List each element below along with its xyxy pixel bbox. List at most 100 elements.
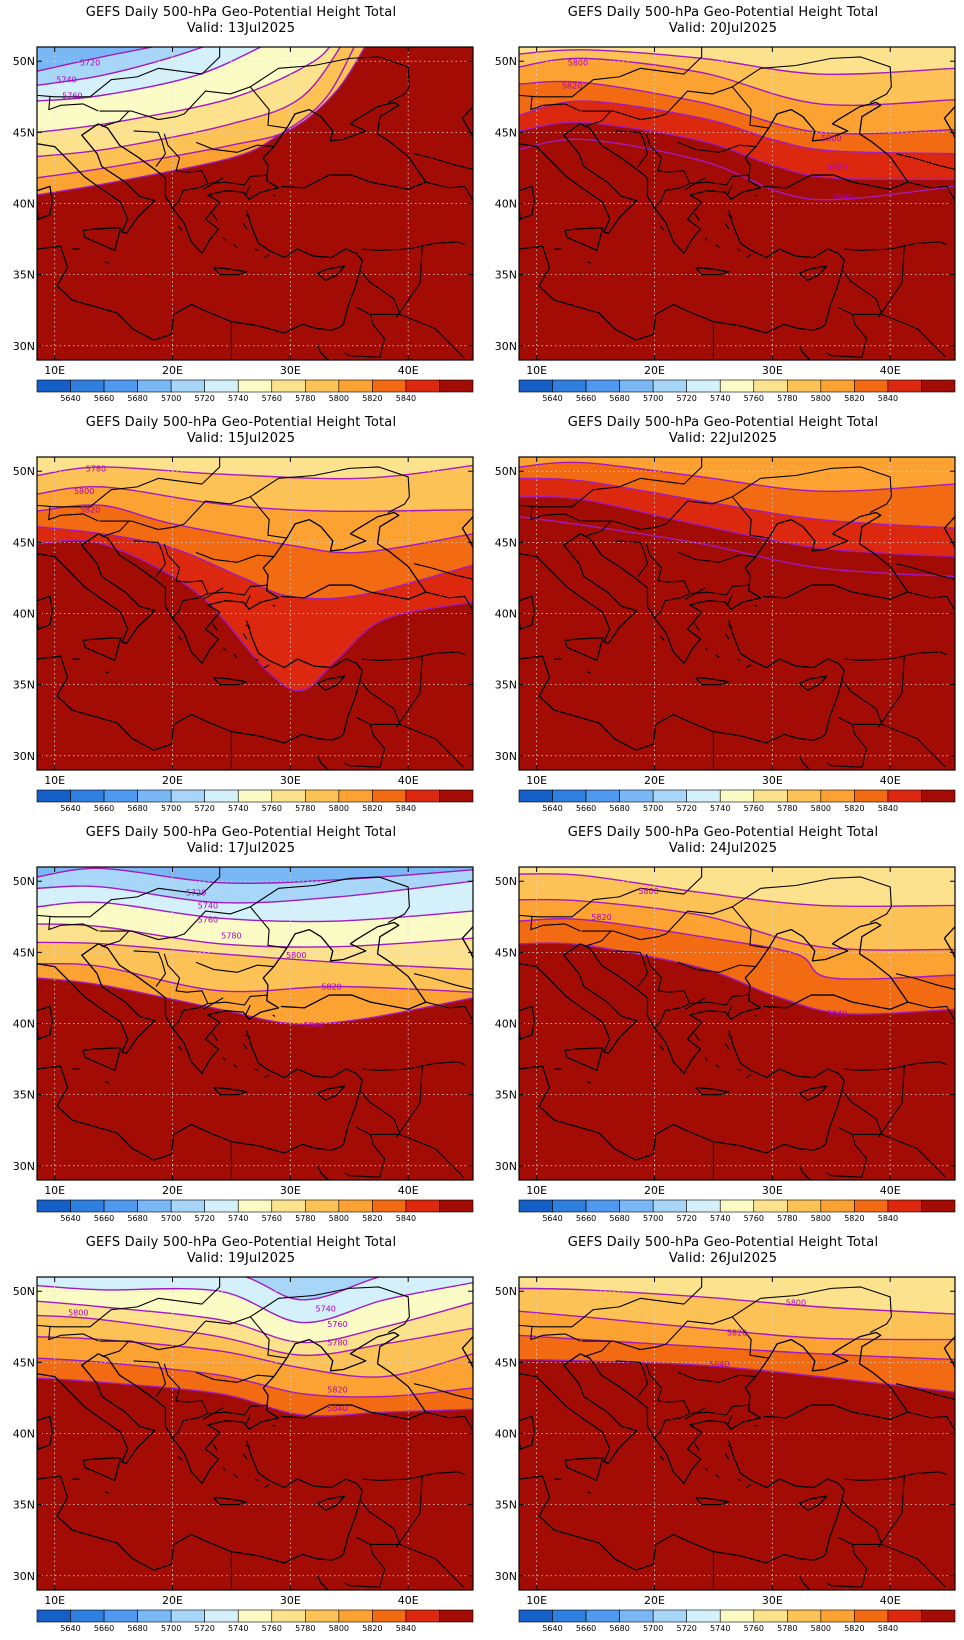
- colorbar-label: 5740: [228, 804, 248, 813]
- island-outline: [222, 647, 227, 651]
- geopotential-height-map: 5720 5740 5760 50N 45N 40N 35N 30N 10E 20E 30E 40E 5…: [13, 46, 474, 403]
- country-border: [395, 244, 423, 318]
- contour-line: [519, 80, 955, 135]
- colorbar-swatch: [204, 789, 239, 803]
- country-border: [413, 1383, 473, 1400]
- colorbar-label: 5740: [710, 804, 730, 813]
- island-outline: [652, 206, 657, 211]
- coastline: [695, 1496, 730, 1506]
- map-panel-2: GEFS Daily 500-hPa Geo-Potential Height …: [482, 0, 964, 410]
- coastline: [37, 245, 341, 341]
- coastline: [519, 123, 638, 235]
- colorbar-swatch: [686, 1609, 721, 1623]
- colorbar-label: 5820: [362, 394, 382, 403]
- lon-label: 10E: [44, 774, 65, 787]
- colorbar-label: 5840: [878, 1214, 898, 1223]
- colorbar-swatch: [338, 1609, 373, 1623]
- color-fill-band: [37, 47, 153, 72]
- country-border: [530, 506, 581, 522]
- color-fill-band: [519, 1277, 955, 1314]
- country-border: [425, 181, 473, 201]
- colorbar-swatch: [103, 789, 138, 803]
- island-outline: [715, 1474, 720, 1479]
- contour-line: [519, 138, 955, 201]
- island-outline: [659, 225, 665, 231]
- country-border: [727, 1004, 733, 1016]
- country-border: [395, 1474, 423, 1548]
- lat-label: 50N: [13, 1285, 35, 1298]
- country-border: [731, 466, 892, 513]
- colorbar-label: 5740: [228, 1624, 248, 1633]
- contour-label: 5820: [727, 1328, 747, 1337]
- contour-line: [37, 962, 473, 993]
- country-border: [349, 1134, 386, 1178]
- lon-label: 40E: [398, 1594, 419, 1607]
- colorbar-swatch: [887, 789, 922, 803]
- lat-label: 45N: [13, 946, 35, 959]
- contour-line: [37, 47, 331, 134]
- colorbar-label: 5760: [262, 1624, 282, 1633]
- island-outline: [587, 261, 592, 264]
- island-outline: [652, 1026, 657, 1031]
- country-border: [99, 1316, 287, 1359]
- lon-label: 10E: [44, 1184, 65, 1197]
- colorbar-swatch: [787, 789, 822, 803]
- geopotential-height-map: 5800 5820 5840 50N 45N 40N 35N 30N 10E 20E 30E 40E 5…: [495, 866, 956, 1223]
- island-outline: [245, 214, 251, 219]
- colorbar-label: 5800: [329, 804, 349, 813]
- lat-label: 40N: [13, 608, 35, 621]
- colorbar-label: 5800: [811, 1214, 831, 1223]
- colorbar-swatch: [820, 379, 855, 393]
- colorbar-swatch: [439, 1199, 474, 1213]
- coastline: [564, 637, 604, 662]
- island-outline: [212, 1443, 218, 1451]
- island-outline: [694, 1443, 700, 1451]
- coastline: [519, 1005, 535, 1040]
- colorbar-swatch: [405, 1609, 440, 1623]
- country-border: [519, 1277, 703, 1328]
- colorbar-label: 5820: [844, 1624, 864, 1633]
- colorbar-label: 5760: [262, 804, 282, 813]
- colorbar-swatch: [619, 379, 654, 393]
- colorbar-swatch: [70, 379, 105, 393]
- island-outline: [170, 616, 175, 621]
- country-border: [881, 1133, 946, 1178]
- country-border: [207, 174, 269, 186]
- colorbar-label: 5740: [710, 1624, 730, 1633]
- colorbar: 5640 5660 5680 5700 5720 5740 5760 5780 5800 5820…: [518, 1199, 956, 1223]
- colorbar-swatch: [204, 379, 239, 393]
- island-outline: [105, 1491, 110, 1494]
- country-border: [202, 587, 224, 600]
- country-border: [133, 130, 166, 167]
- contour-label: 5720: [80, 59, 100, 68]
- country-border: [895, 563, 955, 580]
- country-border: [48, 506, 99, 522]
- coastline: [798, 1165, 811, 1180]
- coastline: [213, 266, 248, 276]
- contour-label: 5840: [827, 1010, 847, 1019]
- colorbar-swatch: [271, 1609, 306, 1623]
- colorbar-label: 5840: [878, 1624, 898, 1633]
- lat-label: 45N: [495, 536, 517, 549]
- country-border: [133, 950, 166, 987]
- colorbar-label: 5680: [609, 394, 629, 403]
- island-outline: [264, 254, 270, 259]
- lat-label: 45N: [13, 536, 35, 549]
- colorbar-swatch: [585, 789, 620, 803]
- colorbar-swatch: [652, 1609, 687, 1623]
- colorbar-swatch: [518, 789, 553, 803]
- colorbar-swatch: [237, 1199, 273, 1213]
- country-border: [195, 141, 274, 153]
- contour-line: [519, 516, 955, 578]
- island-outline: [105, 671, 110, 674]
- country-border: [877, 244, 905, 318]
- coastline: [519, 595, 535, 630]
- contour-label: 5740: [198, 901, 218, 910]
- lon-label: 40E: [880, 1184, 901, 1197]
- country-border: [677, 961, 756, 973]
- colorbar: 5640 5660 5680 5700 5720 5740 5760 5780 5800 5820…: [36, 1199, 474, 1223]
- contour-line: [519, 477, 955, 529]
- colorbar-label: 5660: [576, 1214, 596, 1223]
- lat-label: 35N: [13, 679, 35, 692]
